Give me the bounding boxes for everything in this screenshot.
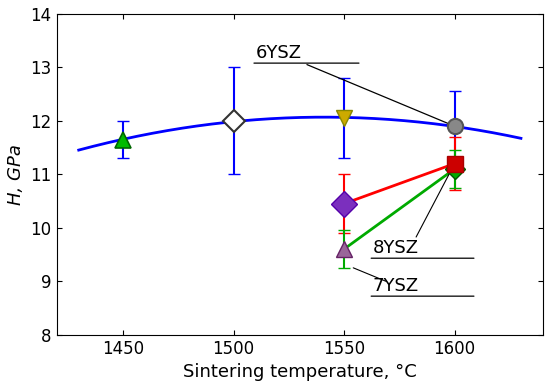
Text: 7YSZ: 7YSZ <box>373 277 419 295</box>
Text: 6YSZ: 6YSZ <box>256 44 452 125</box>
X-axis label: Sintering temperature, °C: Sintering temperature, °C <box>183 363 417 381</box>
Y-axis label: H, GPa: H, GPa <box>7 144 25 205</box>
Text: 8YSZ: 8YSZ <box>373 239 419 257</box>
